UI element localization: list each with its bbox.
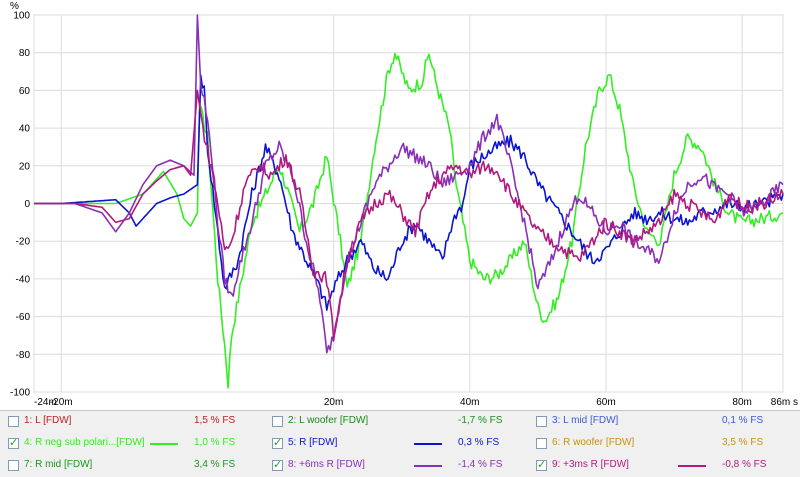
series-visibility-checkbox[interactable] — [8, 460, 19, 471]
y-tick-label: -20 — [16, 237, 31, 248]
series-visibility-checkbox[interactable]: ✓ — [8, 436, 19, 449]
series-visibility-checkbox[interactable] — [536, 438, 547, 449]
y-tick-label: -80 — [16, 350, 31, 361]
x-tick-label: -24m — [34, 397, 57, 408]
legend-level-value: 3,5 % FS — [722, 437, 764, 448]
legend-series-label[interactable]: 5: R [FDW] — [288, 437, 338, 448]
legend-item: ✓ 4: R neg sub polari...[FDW] 1,0 % FS — [8, 433, 268, 455]
legend-series-label[interactable]: 2: L woofer [FDW] — [288, 415, 369, 426]
legend-series-label[interactable]: 7: R mid [FDW] — [24, 459, 93, 470]
y-tick-label: 40 — [19, 124, 31, 135]
legend-line-swatch — [414, 465, 442, 467]
legend-item: 7: R mid [FDW] 3,4 % FS — [8, 455, 268, 477]
legend-series-label[interactable]: 9: +3ms R [FDW] — [552, 459, 629, 470]
x-tick-label: 80m — [732, 397, 751, 408]
x-tick-label: 20m — [324, 397, 343, 408]
legend-item: ✓ 8: +6ms R [FDW] -1,4 % FS — [272, 455, 532, 477]
x-tick-label: 86m s — [771, 397, 798, 408]
legend-level-value: -1,4 % FS — [458, 459, 503, 470]
y-tick-label: -60 — [16, 312, 31, 323]
y-tick-label: -40 — [16, 274, 31, 285]
series-visibility-checkbox[interactable] — [8, 416, 19, 427]
legend-series-label[interactable]: 4: R neg sub polari...[FDW] — [24, 437, 145, 448]
checkmark-icon: ✓ — [273, 458, 283, 471]
x-tick-label: 40m — [460, 397, 479, 408]
series-line — [34, 74, 784, 311]
legend-line-swatch — [414, 443, 442, 445]
grid-lines — [33, 14, 784, 393]
legend-item: 2: L woofer [FDW] -1,7 % FS — [272, 411, 532, 433]
y-tick-label: 0 — [24, 199, 30, 210]
legend-item: ✓ 9: +3ms R [FDW] -0,8 % FS — [536, 455, 796, 477]
legend-line-swatch — [678, 465, 706, 467]
impulse-response-chart: % 100 80 60 40 20 0 -20 -40 -60 -80 -100 -24m-20m 2… — [10, 1, 798, 408]
series-line — [34, 52, 784, 389]
y-tick-label: 80 — [19, 48, 31, 59]
legend-series-label[interactable]: 8: +6ms R [FDW] — [288, 459, 365, 470]
series-visibility-checkbox[interactable]: ✓ — [272, 458, 283, 471]
legend-level-value: -0,8 % FS — [722, 459, 767, 470]
legend-series-label[interactable]: 3: L mid [FDW] — [552, 415, 619, 426]
series-line — [34, 14, 784, 354]
checkmark-icon: ✓ — [537, 458, 547, 471]
legend-level-value: 0,1 % FS — [722, 415, 764, 426]
legend-panel: 1: L [FDW] 1,5 % FS 2: L woofer [FDW] -1,7 … — [0, 410, 800, 477]
legend-item: 6: R woofer [FDW] 3,5 % FS — [536, 433, 796, 455]
y-axis-unit-label: % — [10, 1, 19, 12]
legend-level-value: 1,5 % FS — [194, 415, 236, 426]
legend-level-value: -1,7 % FS — [458, 415, 503, 426]
series-line — [34, 89, 784, 340]
legend-row: 7: R mid [FDW] 3,4 % FS ✓ 8: +6ms R [FDW] -1… — [0, 455, 800, 477]
legend-series-label[interactable]: 1: L [FDW] — [24, 415, 72, 426]
legend-line-swatch — [150, 443, 178, 445]
legend-row: 1: L [FDW] 1,5 % FS 2: L woofer [FDW] -1,7 … — [0, 411, 800, 433]
legend-item: ✓ 5: R [FDW] 0,3 % FS — [272, 433, 532, 455]
y-tick-label: 20 — [19, 161, 31, 172]
x-tick-label: -20m — [50, 397, 73, 408]
legend-level-value: 1,0 % FS — [194, 437, 236, 448]
y-axis-ticks: 100 80 60 40 20 0 -20 -40 -60 -80 -100 — [10, 11, 30, 399]
x-axis-ticks: -24m-20m 20m 40m 60m 80m 86m s — [34, 397, 798, 408]
y-tick-label: 60 — [19, 86, 31, 97]
checkmark-icon: ✓ — [273, 436, 283, 449]
y-tick-label: 100 — [13, 11, 30, 22]
series-visibility-checkbox[interactable]: ✓ — [536, 458, 547, 471]
series-visibility-checkbox[interactable] — [536, 416, 547, 427]
legend-row: ✓ 4: R neg sub polari...[FDW] 1,0 % FS ✓ 5: … — [0, 433, 800, 455]
legend-series-label[interactable]: 6: R woofer [FDW] — [552, 437, 635, 448]
legend-item: 1: L [FDW] 1,5 % FS — [8, 411, 268, 433]
legend-level-value: 3,4 % FS — [194, 459, 236, 470]
y-tick-label: -100 — [10, 388, 30, 399]
series-visibility-checkbox[interactable]: ✓ — [272, 436, 283, 449]
legend-item: 3: L mid [FDW] 0,1 % FS — [536, 411, 796, 433]
series-visibility-checkbox[interactable] — [272, 416, 283, 427]
series-lines — [34, 14, 784, 389]
legend-level-value: 0,3 % FS — [458, 437, 500, 448]
x-tick-label: 60m — [596, 397, 615, 408]
checkmark-icon: ✓ — [9, 436, 19, 449]
